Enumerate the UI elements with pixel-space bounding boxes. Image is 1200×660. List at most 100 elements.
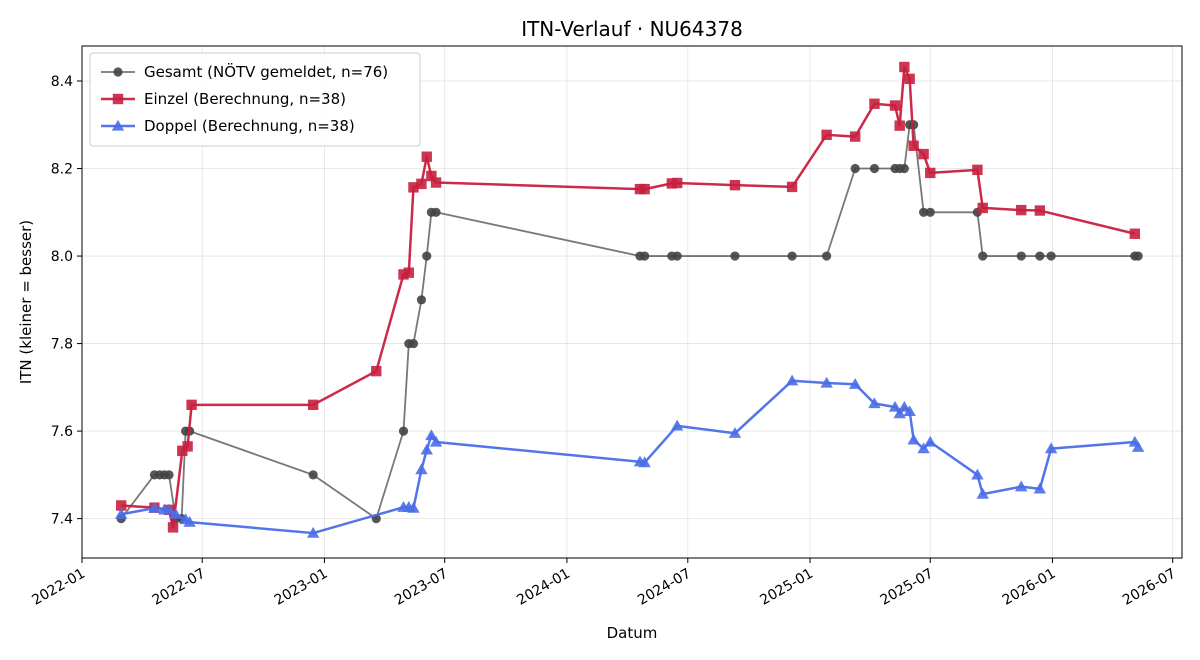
data-point	[639, 183, 650, 195]
legend-label: Einzel (Berechnung, n=38)	[144, 90, 346, 108]
data-point	[903, 405, 916, 417]
data-point	[182, 441, 193, 452]
y-axis-title: ITN (kleiner = besser)	[17, 220, 35, 384]
data-point	[670, 419, 684, 431]
data-point	[1131, 441, 1145, 452]
data-point	[115, 500, 127, 511]
data-point	[398, 269, 409, 280]
y-tick-label: 7.8	[51, 337, 73, 353]
data-point	[415, 463, 428, 475]
legend-item: Gesamt (NÖTV gemeldet, n=76)	[101, 62, 388, 81]
data-point	[821, 129, 832, 141]
data-point	[307, 399, 319, 411]
x-axis-title: Datum	[607, 624, 658, 642]
data-point	[1035, 251, 1045, 261]
data-point	[1016, 204, 1027, 216]
data-point	[167, 522, 179, 533]
series-square	[115, 61, 1141, 533]
data-point	[848, 378, 862, 389]
data-point	[971, 468, 984, 480]
data-point	[638, 456, 651, 468]
data-point	[431, 207, 441, 217]
series-layer	[114, 61, 1145, 538]
data-point	[898, 400, 911, 412]
data-point	[728, 427, 742, 438]
data-point	[416, 178, 427, 190]
data-point	[398, 426, 409, 436]
data-point	[186, 399, 197, 411]
data-point	[1046, 251, 1056, 261]
data-point	[924, 435, 937, 447]
data-point	[888, 400, 902, 412]
data-point	[403, 267, 415, 278]
data-point	[1034, 205, 1046, 216]
data-point	[978, 251, 988, 261]
data-point	[177, 445, 188, 456]
data-point	[917, 442, 930, 454]
data-point	[420, 443, 433, 455]
data-point	[1129, 228, 1141, 239]
data-point	[1033, 482, 1047, 494]
data-point	[162, 503, 176, 515]
legend-label: Doppel (Berechnung, n=38)	[144, 117, 355, 135]
chart-title: ITN-Verlauf · NU64378	[521, 17, 743, 41]
y-tick-label: 7.4	[51, 512, 73, 528]
data-point	[114, 508, 128, 519]
data-point	[729, 179, 741, 191]
data-point	[785, 374, 799, 386]
data-point	[183, 515, 196, 527]
data-point	[904, 73, 915, 85]
chart-legend: Gesamt (NÖTV gemeldet, n=76) Einzel (Bere…	[89, 52, 421, 147]
data-point	[371, 365, 382, 377]
series-triangle	[114, 374, 1145, 538]
data-point	[416, 295, 427, 305]
legend-marker	[112, 93, 124, 105]
legend-box	[89, 52, 421, 147]
data-point	[925, 167, 936, 179]
legend-marker	[111, 119, 125, 131]
data-point	[919, 207, 929, 217]
legend-label: Gesamt (NÖTV gemeldet, n=76)	[144, 62, 388, 81]
data-point	[907, 433, 920, 445]
data-point	[894, 120, 905, 131]
data-point	[849, 131, 861, 142]
plot-area-frame	[81, 45, 1183, 559]
data-point	[822, 251, 832, 261]
data-point	[408, 338, 419, 349]
data-point	[164, 470, 174, 480]
data-point	[425, 429, 438, 441]
data-point	[1133, 251, 1143, 261]
data-point	[308, 470, 318, 480]
data-point	[666, 178, 678, 189]
data-point	[640, 251, 650, 261]
data-point	[430, 177, 442, 188]
data-point	[408, 182, 419, 193]
data-point	[972, 164, 983, 176]
y-tick-label: 8.0	[51, 249, 73, 265]
y-tick-label: 8.4	[51, 74, 73, 90]
y-axis: 7.4 7.6 7.8 8.0 8.2 8.4	[51, 74, 82, 528]
legend-item: Einzel (Berechnung, n=38)	[101, 90, 346, 108]
data-point	[169, 508, 182, 519]
data-point	[306, 526, 320, 538]
data-point	[976, 487, 989, 499]
data-point	[671, 177, 683, 189]
data-point	[977, 202, 988, 214]
data-point	[407, 501, 420, 513]
data-point	[1044, 442, 1058, 454]
data-point	[787, 251, 797, 261]
data-point	[730, 251, 740, 261]
data-point	[868, 397, 881, 409]
data-point	[908, 140, 919, 151]
legend-marker	[113, 67, 123, 77]
data-point	[889, 100, 901, 111]
data-point	[850, 163, 860, 174]
data-point	[869, 98, 880, 109]
data-point	[1016, 251, 1026, 261]
data-point	[426, 170, 437, 182]
data-point	[672, 251, 682, 261]
data-point	[786, 181, 798, 193]
data-point	[925, 207, 935, 217]
data-point	[893, 407, 906, 419]
